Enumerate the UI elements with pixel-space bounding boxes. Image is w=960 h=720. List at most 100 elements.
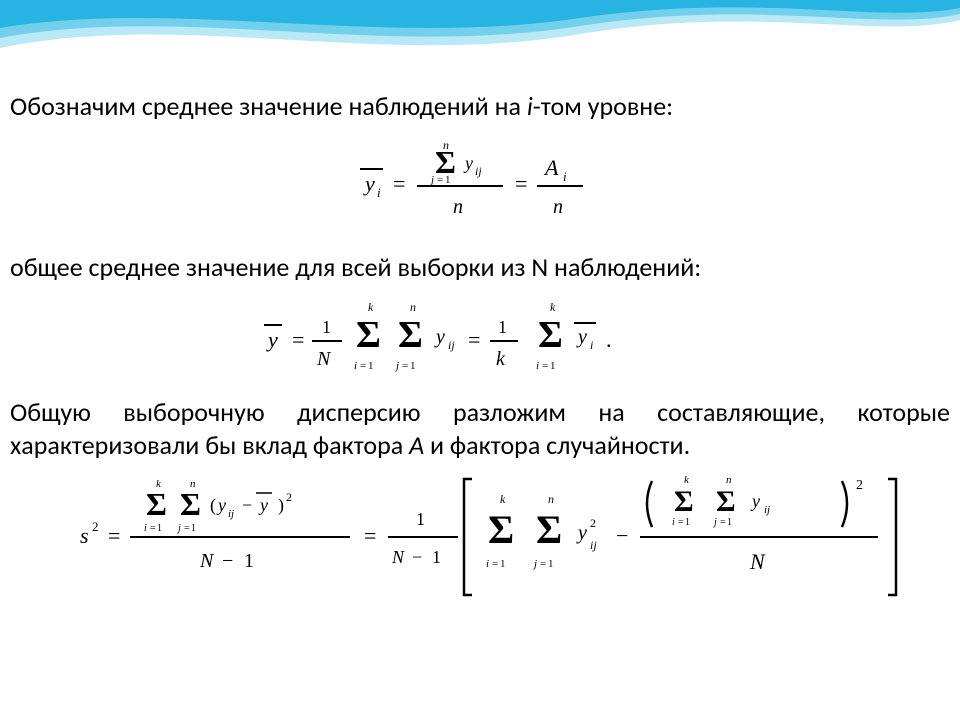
formula-sample-variance: s 2 = k Σ i = 1 n Σ j = 1 ( y ij − y [10,469,950,604]
svg-text:y: y [258,495,268,515]
svg-text:=: = [360,360,366,372]
svg-text:ij: ij [764,504,770,516]
svg-text:1: 1 [410,360,416,372]
svg-text:=: = [515,171,527,196]
svg-text:=: = [150,523,156,534]
svg-text:Σ: Σ [146,486,167,522]
svg-text:y: y [266,327,278,352]
svg-text:s: s [80,523,89,548]
svg-text:y: y [576,522,587,544]
svg-text:=: = [542,360,548,372]
svg-text:i: i [672,517,675,528]
svg-text:j: j [712,517,717,528]
svg-text:k: k [550,300,556,314]
svg-text:1: 1 [548,558,554,570]
svg-text:1: 1 [368,360,374,372]
svg-text:Σ: Σ [538,314,563,356]
svg-text:j: j [532,558,537,570]
svg-text:i: i [563,169,567,184]
svg-text:Σ: Σ [716,485,736,518]
paragraph-2: общее среднее значение для всей выборки … [10,251,950,284]
p3-text-b: и фактора случайности. [424,429,690,461]
svg-text:): ) [278,495,284,516]
formula-level-mean: y i = n Σ j = 1 y ij n = [10,131,950,241]
svg-text:N: N [199,550,215,572]
content-area: Обозначим среднее значение наблюдений на… [10,80,950,608]
svg-text:ij: ij [448,338,455,352]
svg-text:j: j [176,523,181,534]
paragraph-3: Общую выборочную дисперсию разложим на с… [10,396,950,461]
svg-text:A: A [543,155,559,180]
svg-text:y: y [216,495,226,515]
svg-text:1: 1 [157,523,162,534]
svg-text:Σ: Σ [488,507,514,552]
svg-text:i: i [590,338,593,352]
svg-text:N: N [749,549,766,574]
svg-text:1: 1 [416,509,425,529]
svg-text:=: = [492,558,498,570]
svg-text:y: y [434,326,445,348]
svg-text:i: i [354,360,357,372]
svg-text:y: y [750,491,760,511]
svg-text:=: = [678,517,684,528]
svg-text:2: 2 [286,490,292,504]
svg-text:k: k [368,300,374,314]
svg-text:Σ: Σ [180,486,201,522]
p3-italic-A: A [409,429,424,461]
svg-text:=: = [402,360,408,372]
svg-text:j: j [394,360,399,372]
svg-text:y: y [576,326,587,348]
svg-text:1: 1 [500,558,506,570]
svg-text:1: 1 [550,360,556,372]
svg-text:=: = [108,523,120,548]
svg-text:=: = [540,558,546,570]
svg-text:n: n [553,196,563,218]
svg-text:ij: ij [590,538,597,552]
svg-text:=: = [720,517,726,528]
svg-text:=: = [437,174,443,186]
svg-text:n: n [453,196,463,218]
svg-text:j: j [429,174,434,186]
svg-text:1: 1 [322,317,331,337]
svg-text:=: = [468,327,480,352]
svg-text:Σ: Σ [398,314,423,356]
svg-text:Σ: Σ [536,507,562,552]
svg-text:N: N [316,348,332,370]
svg-text:y: y [363,171,375,196]
svg-text:−: − [616,523,628,548]
paragraph-1: Обозначим среднее значение наблюдений на… [10,90,950,123]
svg-text:2: 2 [856,478,863,493]
svg-text:n: n [410,300,416,314]
svg-text:−: − [222,550,233,572]
svg-text:ij: ij [228,508,234,520]
svg-text:2: 2 [92,519,99,534]
svg-text:−: − [242,495,252,515]
svg-text:−: − [412,547,422,567]
p2-text: общее среднее значение для всей выборки … [10,251,701,283]
svg-text:1: 1 [498,317,507,337]
svg-text:1: 1 [445,174,451,186]
slide: Обозначим среднее значение наблюдений на… [0,0,960,720]
svg-text:1: 1 [727,517,732,528]
svg-text:=: = [393,171,405,196]
svg-text:k: k [496,348,506,370]
svg-text:i: i [377,185,381,200]
svg-text:i: i [536,360,539,372]
svg-text:=: = [364,523,376,548]
svg-text:Σ: Σ [674,485,694,518]
svg-text:=: = [292,327,304,352]
svg-text:1: 1 [191,523,196,534]
svg-text:ij: ij [475,164,482,178]
svg-text:1: 1 [244,550,254,572]
p1-text-a: Обозначим среднее значение наблюдений на [10,90,527,122]
svg-text:1: 1 [685,517,690,528]
svg-text:2: 2 [590,516,596,530]
formula-grand-mean: y = 1 N k Σ i = 1 n Σ j = 1 y ij [10,291,950,386]
svg-text:y: y [463,153,473,173]
svg-text:i: i [144,523,147,534]
svg-text:=: = [184,523,190,534]
p1-text-b: -том уровне: [533,90,673,122]
svg-text:N: N [391,547,405,567]
svg-text:1: 1 [432,547,441,567]
svg-text:(: ( [210,495,216,516]
